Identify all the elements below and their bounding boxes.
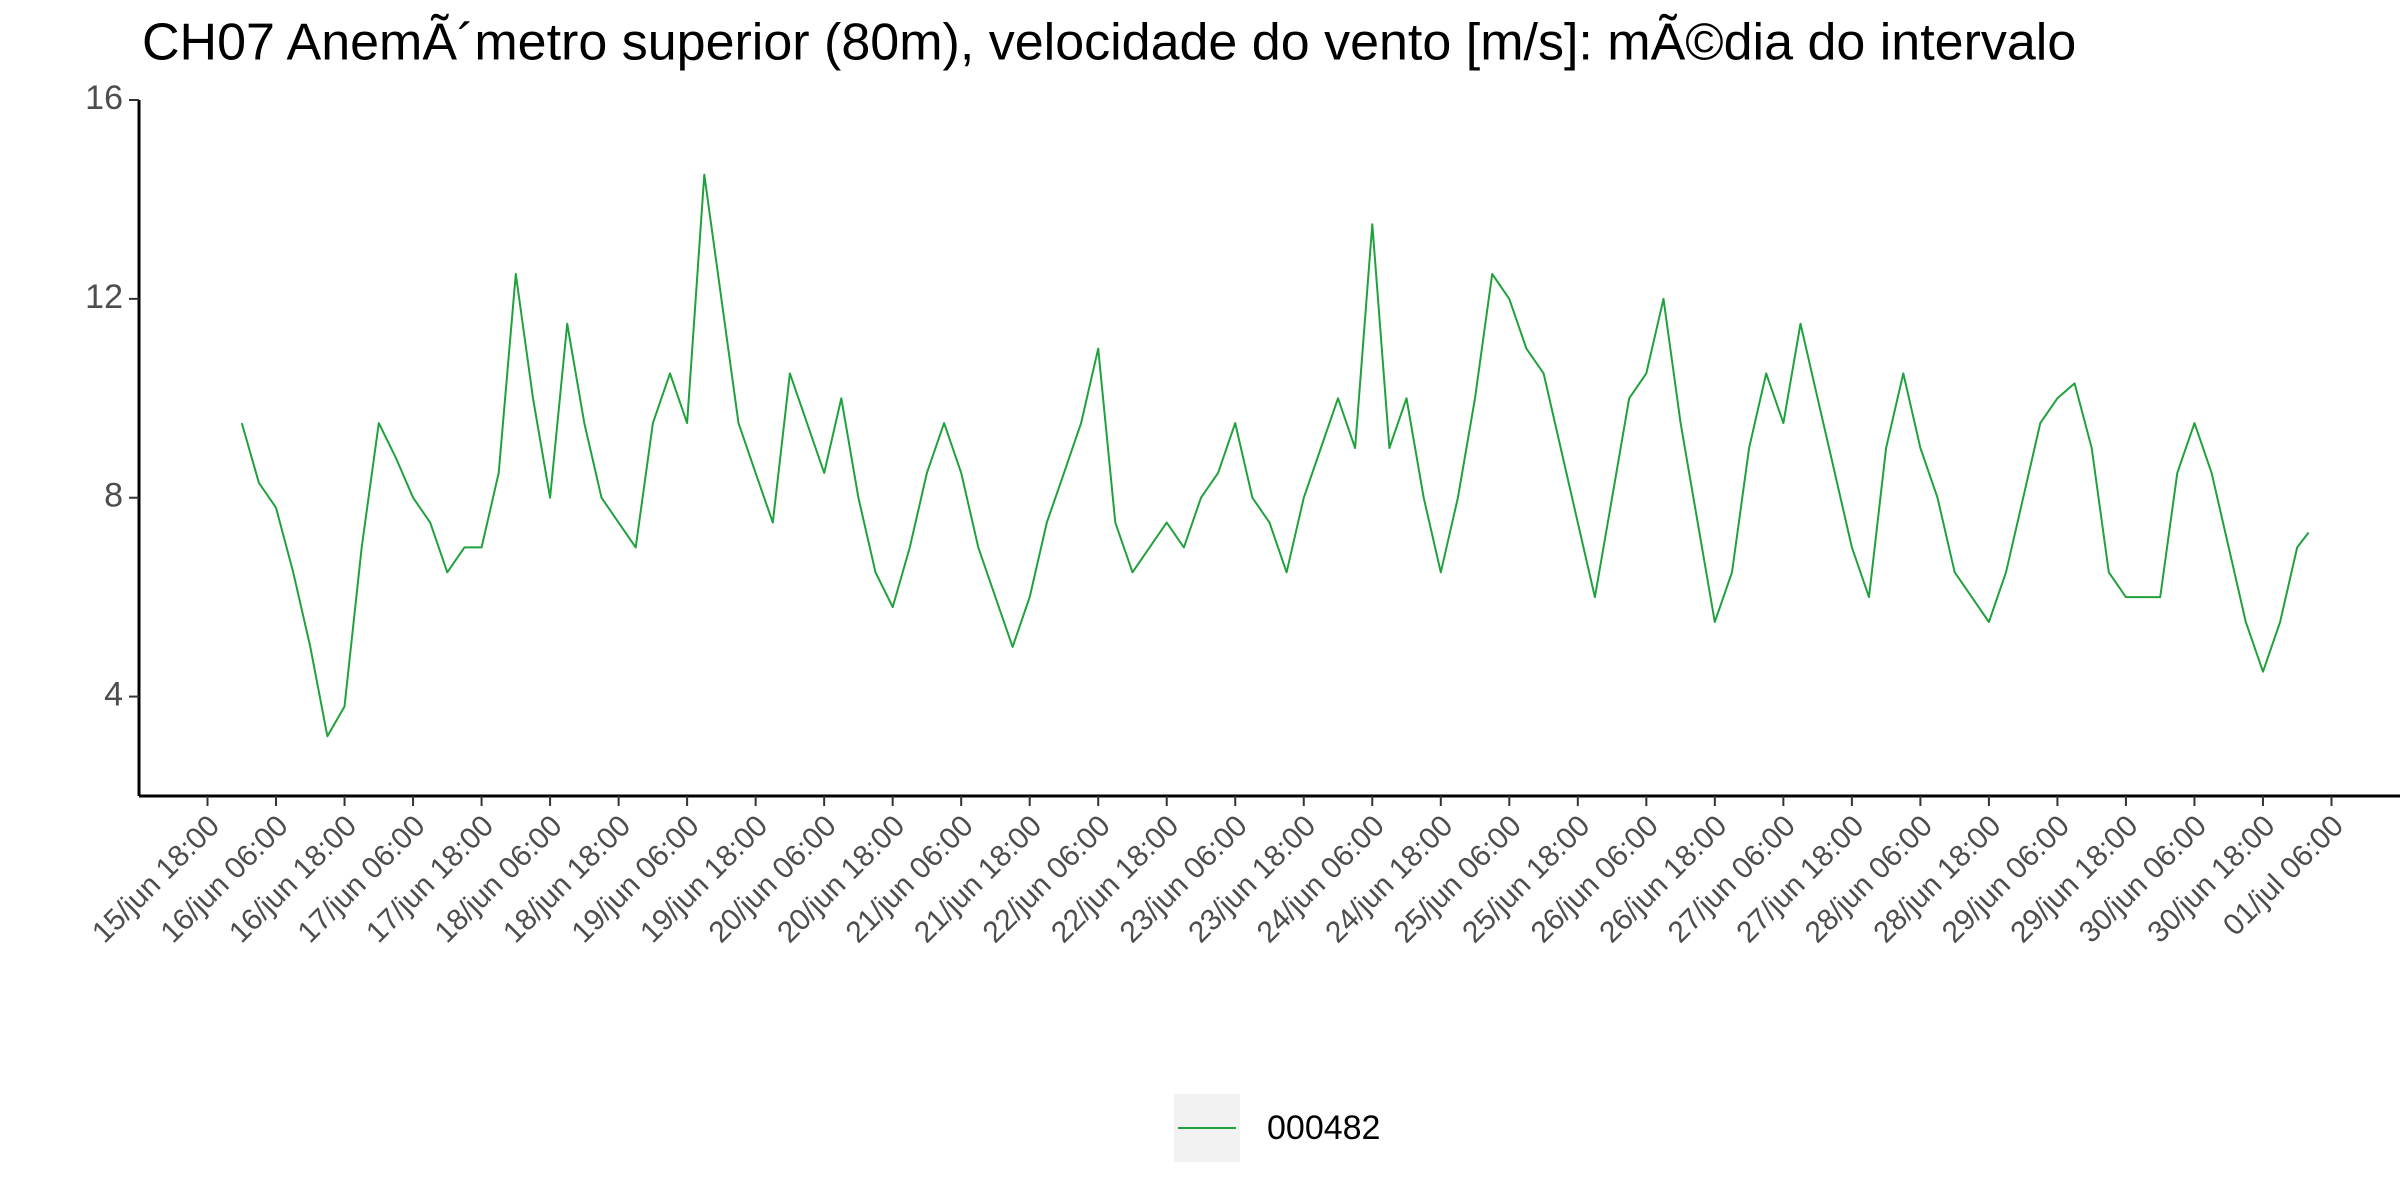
series-line (240, 173, 2310, 738)
y-tick-label: 8 (104, 477, 123, 515)
y-tick-label: 12 (85, 278, 123, 316)
y-tick-label: 4 (104, 676, 123, 714)
y-tick-label: 16 (85, 79, 123, 117)
legend-label: 000482 (1267, 1109, 1380, 1147)
chart-title: CH07 AnemÃ´metro superior (80m), velocid… (142, 14, 2076, 72)
